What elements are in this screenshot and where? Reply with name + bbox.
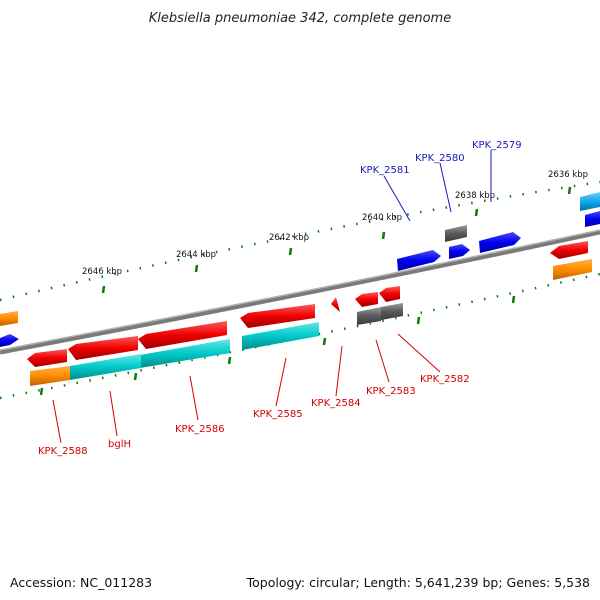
- gene-arrow[interactable]: [580, 192, 600, 211]
- gene-kpk-2588-orange[interactable]: [30, 366, 70, 386]
- major-tick: [381, 231, 386, 240]
- gene-orange[interactable]: [553, 259, 592, 280]
- major-tick: [567, 186, 572, 195]
- tick-label: 2638 kbp: [455, 191, 495, 201]
- major-tick: [133, 372, 138, 381]
- leader-kpk-2580: [439, 162, 452, 213]
- gene-label-kpk-2581: KPK_2581: [360, 165, 410, 176]
- gene-arrow-kpk-2588[interactable]: [27, 349, 67, 367]
- leader-kpk-2584: [335, 345, 343, 397]
- gene-label-kpk-2579: KPK_2579: [472, 140, 522, 151]
- gene-arrow[interactable]: [585, 211, 600, 227]
- tick-label: 2646 kbp: [82, 267, 122, 277]
- genome-backbone: [0, 229, 600, 355]
- leader-kpk-2588: [52, 399, 62, 444]
- leader-kpk-2583: [375, 339, 390, 383]
- forward-strand-genes: [0, 192, 600, 347]
- gene-kpk-2580-grey[interactable]: [445, 225, 467, 242]
- leader-kpk-2586: [189, 375, 199, 421]
- gene-arrow[interactable]: [550, 241, 588, 259]
- gene-bglh-teal[interactable]: [70, 354, 141, 380]
- gene-arrow-kpk-2584[interactable]: [331, 297, 340, 312]
- gene-arrow-kpk-2585[interactable]: [240, 304, 315, 328]
- leader-kpk-2585: [275, 357, 287, 407]
- tick-label: 2640 kbp: [362, 213, 402, 223]
- inner-major-ticks: [39, 295, 516, 396]
- gene-arrow[interactable]: [0, 334, 19, 347]
- gene-label-kpk-2583: KPK_2583: [366, 386, 416, 397]
- major-tick: [194, 264, 199, 273]
- genome-summary-text: Topology: circular; Length: 5,641,239 bp…: [246, 575, 590, 590]
- tick-label: 2642 kbp: [269, 233, 309, 243]
- major-tick: [511, 295, 516, 304]
- outer-tick-ring: [0, 180, 600, 302]
- gene-label-kpk-2580: KPK_2580: [415, 153, 465, 164]
- gene-kpk-2586-teal[interactable]: [140, 339, 230, 368]
- gene-label-kpk-2586: KPK_2586: [175, 424, 225, 435]
- major-tick: [322, 337, 327, 346]
- major-tick: [227, 356, 232, 365]
- major-tick: [288, 247, 293, 256]
- gene-arrow-kpk-2579[interactable]: [479, 232, 521, 253]
- major-tick: [416, 316, 421, 325]
- gene-orange[interactable]: [0, 311, 18, 326]
- leader-kpk-2581: [383, 175, 411, 222]
- accession-text: Accession: NC_011283: [10, 575, 152, 590]
- tick-label: 2636 kbp: [548, 170, 588, 180]
- major-tick: [474, 208, 479, 217]
- leader-bglh: [109, 390, 118, 437]
- map-title: Klebsiella pneumoniae 342, complete geno…: [149, 11, 451, 26]
- gene-label-bglh: bglH: [108, 439, 131, 450]
- reverse-strand-genes: [27, 241, 592, 386]
- gene-label-kpk-2588: KPK_2588: [38, 446, 88, 457]
- gene-kpk-2583-grey[interactable]: [357, 307, 381, 325]
- gene-arrow-kpk-2581[interactable]: [397, 250, 441, 271]
- gene-arrow-kpk-2586[interactable]: [138, 321, 227, 349]
- gene-label-kpk-2585: KPK_2585: [253, 409, 303, 420]
- leader-kpk-2582: [397, 333, 441, 373]
- gene-label-kpk-2584: KPK_2584: [311, 398, 361, 409]
- tick-label: 2644 kbp: [176, 250, 216, 260]
- gene-label-kpk-2582: KPK_2582: [420, 374, 470, 385]
- genome-backbone-highlight: [0, 229, 600, 351]
- major-tick: [39, 387, 44, 396]
- gene-kpk-2585-teal[interactable]: [242, 322, 319, 350]
- major-tick: [101, 285, 106, 294]
- major-ticks: [101, 186, 572, 294]
- gene-arrow-kpk-2580[interactable]: [449, 244, 470, 259]
- gene-kpk-2582-grey[interactable]: [381, 303, 403, 320]
- gene-arrow-bglh[interactable]: [68, 336, 138, 360]
- gene-arrow-kpk-2583[interactable]: [355, 292, 378, 307]
- gene-arrow-kpk-2582[interactable]: [379, 286, 400, 302]
- label-leaders: [52, 150, 492, 444]
